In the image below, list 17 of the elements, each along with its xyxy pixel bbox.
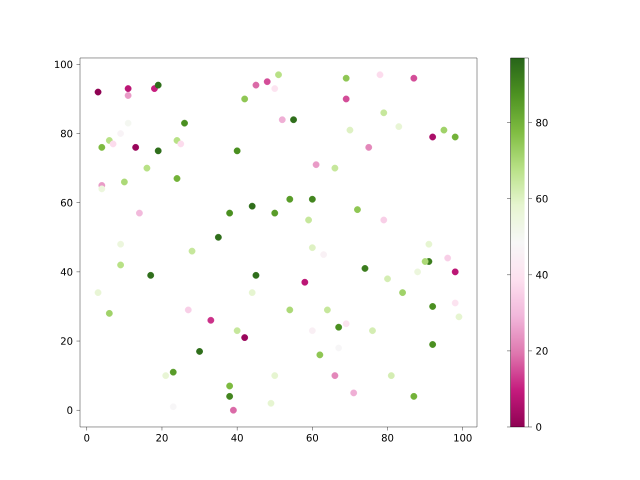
color-bar-label: 20 — [536, 347, 548, 355]
x-tick-label: 40 — [231, 434, 243, 442]
y-tick-label: 60 — [60, 198, 72, 206]
y-tick-label: 0 — [67, 406, 72, 414]
color-bar-label: 60 — [536, 194, 548, 203]
y-tick-label: 80 — [60, 130, 72, 138]
x-tick-label: 20 — [156, 434, 168, 442]
x-tick-label: 100 — [454, 434, 472, 442]
y-tick-label: 100 — [54, 60, 72, 68]
color-bar-label: 80 — [536, 118, 548, 126]
x-tick-label: 0 — [84, 434, 90, 442]
y-tick-label: 20 — [60, 337, 72, 345]
y-tick-label: 40 — [60, 268, 72, 276]
x-tick-label: 80 — [382, 434, 394, 442]
color-bar-label: 0 — [536, 423, 542, 431]
color-bar-label: 40 — [536, 271, 548, 279]
x-tick-label: 60 — [306, 434, 318, 442]
